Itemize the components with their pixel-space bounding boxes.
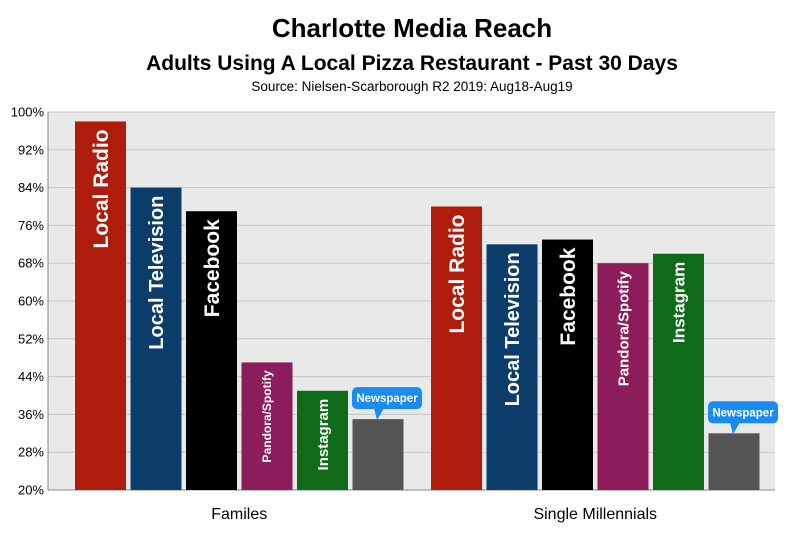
bar-facebook [186,211,237,490]
bar-local-television [130,187,182,490]
chart-subtitle: Adults Using A Local Pizza Restaurant - … [146,52,678,75]
bar-local-television [486,244,538,490]
newspaper-callout: Newspaper [708,401,778,435]
y-tick-label: 92% [18,142,44,157]
x-axis: Familes Single Millennials [211,506,657,523]
bar-label: Pandora/Spotify [615,271,632,387]
y-tick-label: 68% [18,256,44,271]
bar-local-radio [431,206,482,490]
bar-instagram [653,253,704,490]
x-category-label: Single Millennials [533,506,657,523]
bar-label: Local Television [502,252,524,406]
bar-label: Local Radio [90,129,113,248]
y-tick-label: 52% [18,331,44,346]
y-tick-label: 36% [18,407,44,422]
x-category-label: Familes [211,506,267,523]
bar-label: Local Television [146,196,168,350]
newspaper-callout: Newspaper [352,387,422,421]
callout-label: Newspaper [356,393,418,405]
chart-source: Source: Nielsen-Scarborough R2 2019: Aug… [251,79,572,94]
callout-label: Newspaper [712,407,774,419]
bar-label: Local Radio [446,215,469,334]
bar-pandora-spotify [597,263,649,490]
bar-facebook [542,239,593,490]
bars: Local Radio Local Television Facebook Pando… [75,121,778,490]
y-tick-label: 60% [18,294,44,309]
bar-newspaper [352,419,404,490]
y-tick-label: 100% [11,105,45,120]
bar-label: Instagram [669,262,688,343]
chart-title: Charlotte Media Reach [272,13,552,43]
y-tick-label: 20% [18,483,44,498]
y-tick-label: 76% [18,218,44,233]
bar-local-radio [75,121,126,490]
bar-label: Pandora/Spotify [260,370,274,462]
y-tick-label: 28% [18,445,44,460]
callout-pointer [730,422,740,435]
bar-label: Instagram [315,399,332,471]
y-tick-label: 44% [18,369,44,384]
bar-label: Facebook [557,247,580,345]
bar-label: Facebook [201,219,224,317]
y-tick-label: 84% [18,180,44,195]
callout-bubble [708,401,778,424]
callout-pointer [374,408,384,421]
bar-newspaper [708,433,760,490]
bar-pandora-spotify [241,362,293,490]
callout-bubble [352,387,422,410]
bar-instagram [297,390,348,490]
